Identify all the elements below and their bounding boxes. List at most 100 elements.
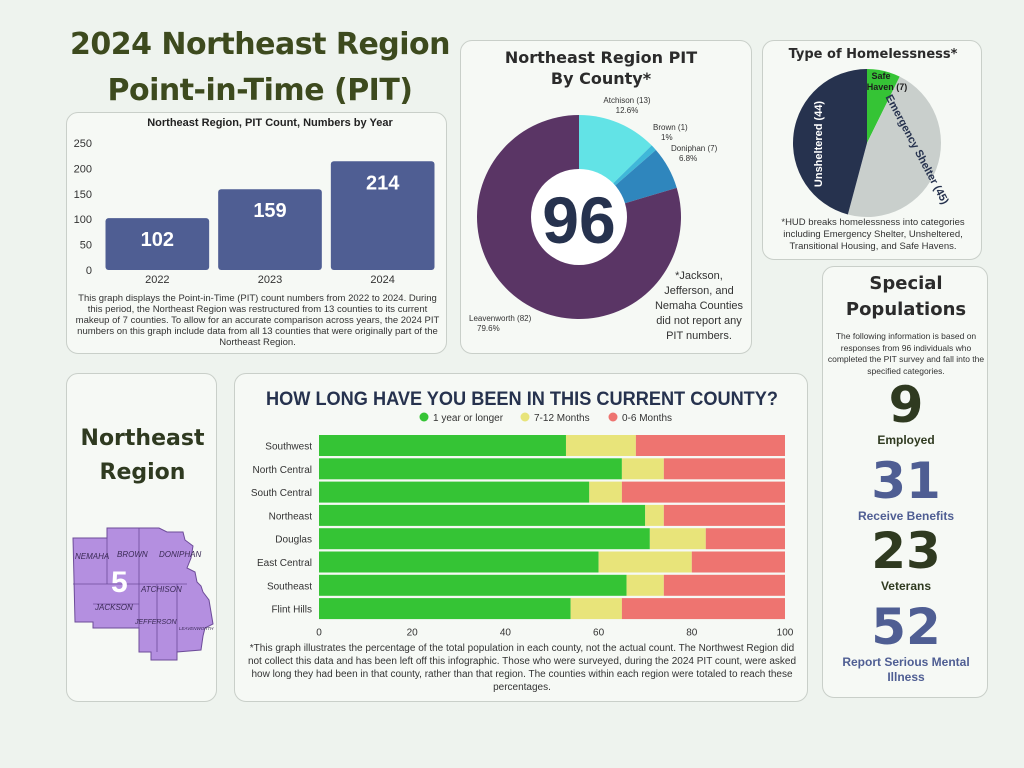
- slice-percent-label: 12.6%: [616, 106, 639, 115]
- stack-segment: [319, 574, 627, 596]
- county-label: DONIPHAN: [159, 550, 201, 559]
- y-tick-label: 200: [74, 163, 92, 175]
- pie-slice: [847, 76, 942, 218]
- stat-benefits: 31 Receive Benefits: [823, 453, 989, 524]
- county-donut-footnote: *Jackson, Jefferson, and Nemaha Counties…: [647, 269, 751, 344]
- bar-chart-title: Northeast Region, PIT Count, Numbers by …: [147, 117, 393, 129]
- stack-segment: [649, 528, 706, 550]
- homelessness-type-card: Type of Homelessness* Safe Haven (7) Emerg…: [762, 40, 982, 260]
- county-label: JACKSON: [94, 603, 133, 612]
- y-category-label: East Central: [257, 558, 312, 569]
- y-tick-label: 50: [80, 240, 92, 252]
- special-populations-card: Special Populations The following inform…: [822, 266, 988, 698]
- x-tick-label: 40: [500, 627, 512, 638]
- region-title-line2: Region: [99, 460, 186, 485]
- county-label: NEMAHA: [75, 552, 109, 561]
- county-donut-title: Northeast Region PIT By County*: [461, 47, 741, 89]
- county-label: LEAVENWORTH: [179, 626, 214, 631]
- slice-label: Leavenworth (82): [469, 314, 532, 323]
- yearly-bar-chart: Northeast Region, PIT Count, Numbers by …: [74, 117, 435, 286]
- y-category-label: Flint Hills: [271, 605, 312, 616]
- stack-segment: [621, 481, 785, 503]
- stack-segment: [319, 528, 650, 550]
- y-category-label: Douglas: [275, 535, 312, 546]
- legend-label: 7-12 Months: [534, 413, 590, 424]
- x-tick-label: 2023: [258, 274, 282, 286]
- slice-percent-label: 79.6%: [477, 324, 500, 333]
- stack-segment: [621, 458, 664, 480]
- slice-label: Haven (7): [867, 82, 908, 92]
- legend-swatch: [520, 412, 530, 422]
- region-title-line1: Northeast: [80, 426, 205, 451]
- y-tick-label: 150: [74, 189, 92, 201]
- bar-value-label: 159: [253, 200, 286, 222]
- stack-segment: [319, 598, 571, 620]
- chart-title: HOW LONG HAVE YOU BEEN IN THIS CURRENT C…: [266, 389, 778, 410]
- county-donut-chart: 96 Atchison (13)12.6% Brown (1)1% Doniphan …: [469, 96, 718, 333]
- county-label: JEFFERSON: [134, 619, 178, 626]
- special-intro: The following information is based on re…: [827, 331, 985, 376]
- county-donut-title-line1: Northeast Region PIT: [504, 48, 698, 67]
- stack-segment: [319, 551, 599, 573]
- stack-segment: [663, 504, 785, 526]
- legend-label: 0-6 Months: [622, 413, 672, 424]
- county-duration-chart: HOW LONG HAVE YOU BEEN IN THIS CURRENT C…: [251, 389, 794, 638]
- bar-chart-card: Northeast Region, PIT Count, Numbers by …: [66, 112, 447, 354]
- region-number: 5: [111, 566, 128, 599]
- stack-segment: [319, 458, 622, 480]
- slice-percent-label: 6.8%: [679, 154, 697, 163]
- x-tick-label: 80: [686, 627, 698, 638]
- stat-label: Receive Benefits: [857, 509, 955, 523]
- homelessness-type-title: Type of Homelessness*: [788, 47, 958, 62]
- homelessness-type-note: *HUD breaks homelessness into categories…: [781, 217, 965, 252]
- slice-label: Safe: [871, 71, 890, 81]
- stack-segment: [319, 504, 646, 526]
- bar-value-label: 214: [366, 172, 400, 194]
- donut-hole: [531, 169, 627, 265]
- stack-segment: [589, 481, 622, 503]
- y-category-label: Southwest: [265, 442, 312, 453]
- bar: [330, 161, 435, 270]
- stack-segment: [621, 598, 785, 620]
- stat-label: Report Serious Mental Illness: [842, 655, 970, 684]
- slice-label: Unsheltered (44): [813, 101, 825, 188]
- x-tick-label: 2022: [145, 274, 169, 286]
- stack-segment: [570, 598, 622, 620]
- region-map-title: Northeast Region: [67, 422, 218, 490]
- y-category-label: South Central: [251, 488, 312, 499]
- stat-value: 52: [871, 598, 941, 656]
- slice-label: Brown (1): [653, 123, 688, 132]
- legend-label: 1 year or longer: [433, 413, 504, 424]
- stat-label: Veterans: [880, 579, 932, 593]
- y-tick-label: 100: [74, 214, 92, 226]
- y-category-label: Northeast: [269, 511, 313, 522]
- county-duration-note: *This graph illustrates the percentage o…: [247, 643, 797, 693]
- slice-label: Doniphan (7): [671, 144, 718, 153]
- footnote-line: *Jackson,: [675, 270, 723, 282]
- stat-label: Employed: [877, 433, 935, 447]
- footnote-line: PIT numbers.: [666, 330, 732, 342]
- county-label: BROWN: [117, 550, 148, 559]
- special-title-line1: Special: [869, 273, 943, 294]
- x-tick-label: 20: [407, 627, 419, 638]
- slice-label: Atchison (13): [603, 96, 650, 105]
- county-label: ATCHISON: [140, 585, 182, 594]
- stack-segment: [565, 435, 636, 456]
- stack-segment: [691, 551, 785, 573]
- bar: [105, 218, 210, 270]
- x-tick-label: 100: [777, 627, 794, 638]
- legend-swatch: [419, 412, 429, 422]
- y-tick-label: 0: [86, 265, 92, 277]
- stack-segment: [635, 435, 785, 456]
- footnote-line: did not report any: [656, 315, 742, 327]
- y-tick-label: 250: [74, 138, 92, 150]
- stack-segment: [645, 504, 664, 526]
- stat-mental-illness: 52 Report Serious Mental Illness: [823, 599, 989, 685]
- stat-veterans: 23 Veterans: [823, 523, 989, 594]
- footnote-line: Jefferson, and: [664, 285, 734, 297]
- footnote-line: Nemaha Counties: [654, 300, 744, 312]
- bar-value-label: 102: [141, 229, 174, 251]
- x-tick-label: 0: [316, 627, 322, 638]
- stat-value: 9: [888, 376, 924, 434]
